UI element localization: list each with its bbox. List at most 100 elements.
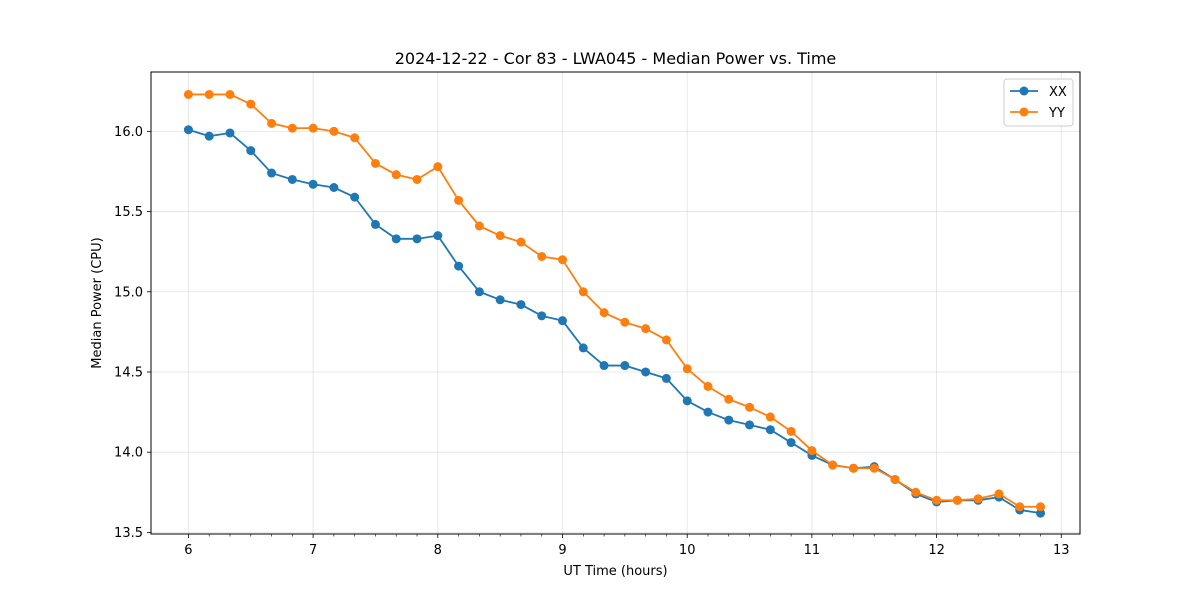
- series-xx-point: [724, 415, 734, 425]
- series-xx-point: [204, 131, 214, 141]
- plot-frame: [150, 71, 1081, 535]
- series-yy-point: [932, 495, 942, 505]
- chart-title: 2024-12-22 - Cor 83 - LWA045 - Median Po…: [395, 49, 837, 68]
- series-yy-point: [994, 489, 1004, 499]
- x-tick-label: 7: [309, 543, 317, 558]
- y-tick-label: 16.0: [114, 125, 143, 140]
- x-tick-label: 10: [679, 543, 696, 558]
- series-yy-point: [661, 335, 671, 345]
- series-xx-point: [370, 219, 380, 229]
- series-yy-point: [391, 170, 401, 180]
- series-yy-point: [973, 494, 983, 504]
- series-xx-point: [558, 316, 567, 326]
- series-yy-point: [952, 495, 962, 505]
- legend-yy-marker: [1019, 107, 1029, 117]
- legend: XX YY: [1003, 78, 1074, 127]
- series-yy-point: [599, 308, 609, 318]
- series-xx-point: [474, 287, 484, 297]
- series-xx-point: [682, 396, 692, 406]
- series-xx-point: [246, 146, 256, 156]
- series-xx-point: [578, 343, 588, 353]
- series-xx-point: [765, 425, 775, 435]
- series-yy: [183, 89, 1046, 512]
- series-yy-point: [890, 474, 900, 484]
- x-tick-label: 8: [434, 543, 442, 558]
- y-tick-label: 13.5: [114, 526, 143, 541]
- series-yy-point: [350, 133, 360, 143]
- y-tick-label: 15.5: [114, 205, 143, 220]
- series-yy-point: [703, 381, 713, 391]
- series-yy-point: [495, 231, 505, 241]
- series-yy-point: [329, 126, 339, 136]
- series-yy-point: [308, 123, 318, 133]
- series-xx-point: [308, 179, 318, 189]
- series-xx-point: [433, 231, 443, 241]
- series-yy-point: [412, 174, 422, 184]
- series-yy-point: [682, 364, 692, 374]
- series-xx-point: [641, 367, 651, 377]
- x-tick-label: 6: [184, 543, 192, 558]
- x-tick-label: 11: [804, 543, 821, 558]
- series-xx-point: [412, 234, 422, 244]
- series-yy-point: [537, 251, 547, 261]
- series-yy-point: [183, 89, 193, 99]
- legend-xx-marker: [1019, 86, 1029, 96]
- series-xx-point: [786, 438, 796, 448]
- series-xx-point: [661, 373, 671, 383]
- series-yy-point: [1015, 502, 1025, 512]
- series-yy-point: [516, 237, 526, 247]
- series-yy-point: [370, 158, 380, 168]
- series-yy-point: [869, 463, 879, 473]
- series-xx-point: [495, 295, 505, 305]
- ticks: 6 7 8 9 10 11 12 13 13.5 14.0 14.5 15.0 15.5 16.0: [114, 125, 1070, 558]
- series-xx-point: [516, 300, 526, 310]
- series-yy-point: [848, 463, 858, 473]
- series-layer: [183, 89, 1046, 518]
- series-yy-point: [807, 446, 817, 456]
- series-yy-point: [620, 317, 630, 327]
- series-yy-point: [225, 89, 235, 99]
- series-xx-point: [454, 261, 464, 271]
- series-yy-point: [1036, 502, 1046, 512]
- y-tick-label: 14.0: [114, 446, 143, 461]
- series-yy-point: [433, 162, 443, 172]
- series-xx-point: [287, 174, 297, 184]
- series-yy-point: [641, 324, 651, 334]
- series-yy-point: [745, 402, 755, 412]
- series-yy-point: [765, 412, 775, 422]
- series-yy-point: [287, 123, 297, 133]
- series-yy-point: [246, 99, 256, 109]
- series-yy-point: [578, 287, 588, 297]
- series-yy-point: [204, 89, 214, 99]
- series-xx-point: [745, 420, 755, 430]
- series-xx-point: [183, 125, 193, 135]
- x-tick-label: 13: [1053, 543, 1070, 558]
- grid: [151, 72, 1080, 534]
- series-xx-point: [599, 361, 609, 371]
- series-xx-point: [620, 361, 630, 371]
- series-yy-point: [828, 460, 838, 470]
- series-xx-point: [391, 234, 401, 244]
- y-tick-label: 14.5: [114, 365, 143, 380]
- y-axis-label: Median Power (CPU): [90, 237, 105, 368]
- series-yy-point: [786, 426, 796, 436]
- series-yy-point: [454, 195, 464, 205]
- x-tick-label: 12: [928, 543, 945, 558]
- x-tick-label: 9: [558, 543, 566, 558]
- series-yy-point: [724, 394, 734, 404]
- y-tick-label: 15.0: [114, 285, 143, 300]
- legend-yy-label: YY: [1048, 106, 1065, 121]
- series-xx-point: [329, 183, 339, 192]
- legend-xx-label: XX: [1049, 85, 1067, 100]
- series-yy-point: [911, 487, 921, 497]
- series-yy-point: [474, 221, 484, 231]
- series-yy-point: [267, 118, 277, 128]
- series-xx-point: [225, 128, 235, 138]
- series-xx-point: [267, 168, 277, 178]
- series-xx-point: [703, 407, 713, 417]
- series-xx-point: [537, 311, 547, 321]
- series-xx-point: [1036, 508, 1046, 518]
- x-axis-label: UT Time (hours): [563, 564, 667, 579]
- series-yy-point: [558, 255, 567, 265]
